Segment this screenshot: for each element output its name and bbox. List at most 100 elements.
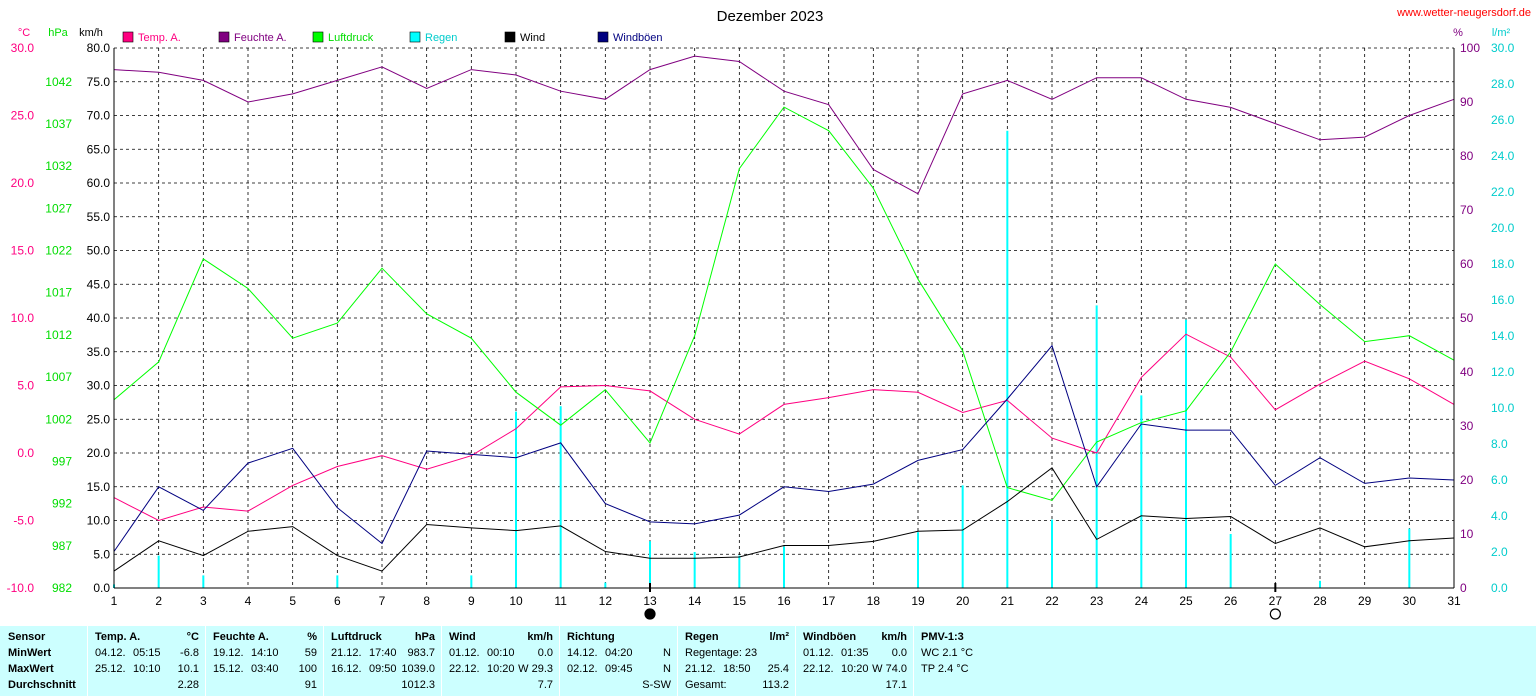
weather-chart: Dezember 2023 www.wetter-neugersdorf.de … xyxy=(7,7,1531,620)
temp-unit: °C xyxy=(186,631,199,643)
gusts-max: W 74.0 xyxy=(872,663,907,675)
rain-bar xyxy=(470,575,473,588)
grid xyxy=(113,47,1455,589)
x-tick-label: 29 xyxy=(1358,594,1372,608)
stats-col-pressure: Luftdruck hPa 21.12. 17:40 983.7 16.12. 09:5… xyxy=(323,626,441,696)
humidity-unit: % xyxy=(307,631,317,643)
rain-unit-label: l/m² xyxy=(1492,27,1511,39)
x-tick-label: 3 xyxy=(200,594,207,608)
pressure-tick-label: 1022 xyxy=(45,244,72,258)
rain-bar xyxy=(1006,130,1009,589)
rain-bar xyxy=(649,541,651,588)
gusts-head: Windböen xyxy=(803,631,857,643)
temp-max-time: 10:10 xyxy=(133,663,161,675)
pmv-head: PMV-1:3 xyxy=(921,631,964,643)
x-tick-label: 4 xyxy=(245,594,252,608)
rain-bar xyxy=(1051,519,1053,588)
temp-head: Temp. A. xyxy=(95,631,141,643)
temp-min: -6.8 xyxy=(180,647,199,659)
direction-max-date: 02.12. xyxy=(567,663,598,675)
rain-bar xyxy=(1229,534,1232,588)
wind-tick-label: 40.0 xyxy=(87,311,111,325)
humidity-tick-label: 0 xyxy=(1460,581,1467,595)
direction-min: N xyxy=(663,647,671,659)
wind-tick-label: 15.0 xyxy=(87,480,111,494)
humidity-max-time: 03:40 xyxy=(251,663,279,675)
wind-tick-label: 20.0 xyxy=(87,446,111,460)
x-tick-label: 5 xyxy=(289,594,296,608)
x-tick-label: 19 xyxy=(911,594,925,608)
stats-col-direction: Richtung 14.12. 04:20 N 02.12. 09:45 N S-SW xyxy=(559,626,677,696)
rain-bar xyxy=(559,406,562,588)
rain-bar xyxy=(1095,305,1098,588)
x-tick-label: 25 xyxy=(1179,594,1193,608)
direction-max-time: 09:45 xyxy=(605,663,633,675)
wind-tick-label: 35.0 xyxy=(87,345,111,359)
wind-tick-label: 25.0 xyxy=(87,412,111,426)
legend-label: Windböen xyxy=(613,32,663,44)
rain-bar xyxy=(1140,395,1143,588)
wind-tick-label: 65.0 xyxy=(87,142,111,156)
temp-tick-label: -5.0 xyxy=(13,514,34,528)
x-tick-label: 20 xyxy=(956,594,970,608)
humidity-tick-label: 90 xyxy=(1460,95,1474,109)
rain-tick-label: 0.0 xyxy=(1491,581,1508,595)
wind-tick-label: 45.0 xyxy=(87,277,111,291)
moon-phases xyxy=(644,583,1281,620)
rain-total: 113.2 xyxy=(762,679,789,691)
rain-bars xyxy=(113,130,1411,589)
temp-tick-label: 25.0 xyxy=(11,109,35,123)
statistics-table: Sensor MinWert MaxWert Durchschnitt Temp… xyxy=(0,626,1536,696)
x-tick-label: 17 xyxy=(822,594,836,608)
stats-col-rain: Regen l/m² Regentage: 23 21.12. 18:50 25.4 … xyxy=(677,626,795,696)
gusts-unit: km/h xyxy=(881,631,907,643)
wind-min-date: 01.12. xyxy=(449,647,480,659)
x-tick-label: 27 xyxy=(1269,594,1283,608)
temp-tick-label: -10.0 xyxy=(7,581,35,595)
gusts-min-time: 01:35 xyxy=(841,647,869,659)
temp-tick-label: 30.0 xyxy=(11,41,35,55)
humidity-tick-label: 20 xyxy=(1460,473,1474,487)
axes: -10.0-5.00.05.010.015.020.025.030.098298… xyxy=(7,27,1515,608)
gusts-min: 0.0 xyxy=(891,647,907,659)
pressure-head: Luftdruck xyxy=(331,631,382,643)
series-line-pressure xyxy=(113,106,1455,501)
stats-col-pmv: PMV-1:3 WC 2.1 °C TP 2.4 °C xyxy=(913,626,1536,696)
rain-tick-label: 14.0 xyxy=(1491,329,1515,343)
pmv-windchill: WC 2.1 °C xyxy=(921,647,974,659)
rain-tick-label: 18.0 xyxy=(1491,257,1515,271)
wind-tick-label: 75.0 xyxy=(87,75,111,89)
rain-tick-label: 26.0 xyxy=(1491,113,1515,127)
wind-tick-label: 50.0 xyxy=(87,244,111,258)
series-line-temp xyxy=(113,333,1455,522)
series-line-gusts xyxy=(113,344,1455,552)
wind-head: Wind xyxy=(449,631,476,643)
x-tick-label: 11 xyxy=(554,594,567,608)
x-tick-label: 9 xyxy=(468,594,475,608)
rain-head: Regen xyxy=(685,631,719,643)
humidity-tick-label: 10 xyxy=(1460,527,1474,541)
rain-tick-label: 12.0 xyxy=(1491,365,1515,379)
pressure-tick-label: 1042 xyxy=(45,75,72,89)
humidity-tick-label: 60 xyxy=(1460,257,1474,271)
temp-max-date: 25.12. xyxy=(95,663,126,675)
direction-head: Richtung xyxy=(567,631,615,643)
x-tick-label: 16 xyxy=(777,594,791,608)
wind-unit-label: km/h xyxy=(79,27,103,39)
pressure-min-date: 21.12. xyxy=(331,647,362,659)
x-tick-label: 22 xyxy=(1045,594,1059,608)
x-tick-label: 13 xyxy=(643,594,657,608)
temp-tick-label: 5.0 xyxy=(17,379,34,393)
chart-title: Dezember 2023 xyxy=(717,8,824,25)
label-sensor: Sensor xyxy=(8,631,46,643)
pressure-tick-label: 1012 xyxy=(45,328,72,342)
temp-tick-label: 15.0 xyxy=(11,244,35,258)
legend: Temp. A. Feuchte A. Luftdruck Regen Wind Wind… xyxy=(122,31,663,44)
wind-max-date: 22.12. xyxy=(449,663,480,675)
rain-bar xyxy=(604,582,607,588)
temp-max: 10.1 xyxy=(177,663,199,675)
rain-tick-label: 6.0 xyxy=(1491,473,1508,487)
x-tick-label: 12 xyxy=(599,594,613,608)
temp-min-date: 04.12. xyxy=(95,647,126,659)
humidity-tick-label: 100 xyxy=(1460,41,1480,55)
